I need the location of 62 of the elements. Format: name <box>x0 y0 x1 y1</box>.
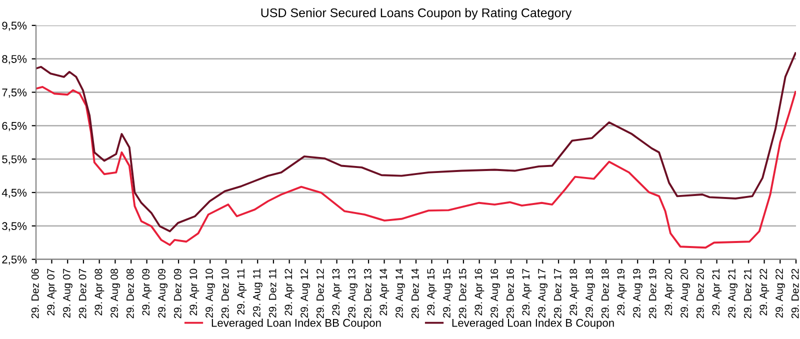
y-tick-label: 3,5% <box>2 222 27 232</box>
x-tick-label: 29. Apr 15 <box>427 268 437 316</box>
legend-label: Leveraged Loan Index BB Coupon <box>212 318 381 329</box>
x-tick-label: 29. Dez 09 <box>174 268 182 318</box>
x-tick-label: 29. Aug 14 <box>396 268 405 318</box>
y-tick-label: 7,5% <box>2 88 27 98</box>
x-tick-label: 29. Aug 22 <box>776 268 785 318</box>
x-tick-label: 29. Aug 08 <box>110 268 120 318</box>
x-tick-label: 29. Dez 20 <box>696 268 704 318</box>
x-tick-label: 29. Aug 07 <box>63 268 72 318</box>
x-tick-label: 29. Apr 16 <box>474 268 484 316</box>
x-tick-label: 29. Dez 15 <box>458 268 466 318</box>
x-tick-label: 29. Apr 07 <box>47 268 57 316</box>
x-tick-label: 29. Dez 07 <box>78 268 86 318</box>
x-tick-label: 29. Dez 14 <box>411 268 419 318</box>
x-tick-label: 29. Aug 18 <box>586 268 595 318</box>
x-tick-label: 29. Apr 10 <box>190 268 200 316</box>
x-tick-label: 29. Apr 20 <box>664 268 674 316</box>
y-tick-label: 2,5% <box>2 256 27 265</box>
x-tick-label: 29. Aug 20 <box>680 268 690 318</box>
x-tick-label: 29. Aug 09 <box>158 268 168 318</box>
x-tick-label: 29. Apr 14 <box>380 268 390 316</box>
y-tick-label: 5,5% <box>2 155 27 165</box>
x-tick-label: 29. Dez 17 <box>554 268 562 318</box>
x-tick-label: 29. Aug 15 <box>443 268 452 318</box>
x-tick-label: 29. Aug 13 <box>348 268 358 318</box>
y-tick-label: 9,5% <box>2 22 27 31</box>
x-tick-label: 29. Aug 10 <box>206 268 215 318</box>
x-tick-label: 29. Dez 19 <box>648 268 656 318</box>
line-series <box>36 86 796 249</box>
x-tick-label: 29. Dez 18 <box>601 268 609 318</box>
x-tick-label: 29. Apr 13 <box>332 268 342 316</box>
line-series <box>36 52 796 232</box>
x-tick-label: 29. Apr 21 <box>712 268 722 316</box>
x-tick-label: 29. Dez 11 <box>268 268 276 318</box>
x-tick-label: 29. Apr 18 <box>570 268 580 316</box>
y-tick-label: 6,5% <box>2 122 27 132</box>
x-tick-label: 29. Aug 19 <box>633 268 642 318</box>
y-tick-label: 8,5% <box>2 55 27 64</box>
x-tick-label: 29. Dez 21 <box>744 268 752 318</box>
x-tick-label: 29. Aug 21 <box>728 268 738 318</box>
x-tick-label: 29. Apr 11 <box>237 268 247 315</box>
x-tick-label: 29. Dez 13 <box>364 268 372 318</box>
y-tick-label: 4,5% <box>2 188 27 198</box>
x-tick-label: 29. Aug 11 <box>253 268 262 317</box>
x-tick-label: 29. Apr 09 <box>142 268 152 316</box>
x-tick-label: 29. Dez 22 <box>791 268 799 318</box>
x-tick-label: 29. Dez 16 <box>506 268 514 318</box>
x-tick-label: 29. Apr 17 <box>522 268 532 316</box>
x-tick-label: 29. Dez 06 <box>31 268 39 318</box>
x-tick-label: 29. Dez 10 <box>221 268 229 318</box>
x-tick-label: 29. Aug 12 <box>300 268 310 318</box>
chart-title: USD Senior Secured Loans Coupon by Rating Category <box>261 8 572 20</box>
x-tick-label: 29. Apr 19 <box>617 268 627 316</box>
x-tick-label: 29. Apr 22 <box>760 268 770 316</box>
x-tick-label: 29. Aug 17 <box>538 268 548 318</box>
x-tick-label: 29. Dez 12 <box>316 268 324 318</box>
x-tick-label: 29. Apr 08 <box>94 268 104 316</box>
x-tick-label: 29. Apr 12 <box>284 268 294 316</box>
x-tick-label: 29. Dez 08 <box>126 268 134 318</box>
x-tick-label: 29. Aug 16 <box>490 268 500 318</box>
legend-label: Leveraged Loan Index B Coupon <box>452 318 614 329</box>
